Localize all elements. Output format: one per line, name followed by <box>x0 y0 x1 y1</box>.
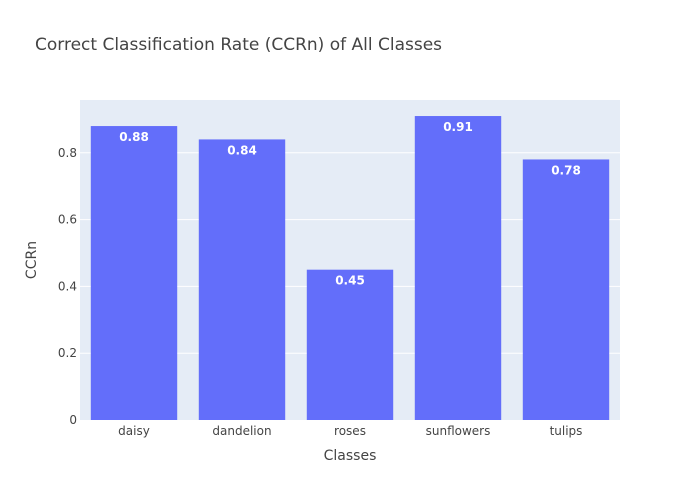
y-axis-title: CCRn <box>24 241 40 279</box>
x-tick-label-tulips: tulips <box>550 424 583 438</box>
y-axis-ticks: 0 0.2 0.4 0.6 0.8 <box>58 146 77 427</box>
y-tick-label: 0.6 <box>58 213 77 227</box>
x-tick-label-daisy: daisy <box>118 424 150 438</box>
x-axis-title: Classes <box>324 448 377 464</box>
bar-daisy[interactable] <box>90 126 178 420</box>
data-labels: 0.88 0.84 0.45 0.91 0.78 <box>119 120 581 288</box>
x-tick-label-dandelion: dandelion <box>212 424 271 438</box>
y-tick-label: 0.8 <box>58 146 77 160</box>
y-tick-label: 0.2 <box>58 346 77 360</box>
bar-dandelion[interactable] <box>198 139 286 420</box>
y-tick-label: 0.4 <box>58 279 77 293</box>
data-label-daisy: 0.88 <box>119 130 149 144</box>
data-label-dandelion: 0.84 <box>227 143 257 157</box>
bar-roses[interactable] <box>306 269 394 420</box>
y-tick-label: 0 <box>69 413 77 427</box>
bar-tulips[interactable] <box>522 159 610 420</box>
data-label-tulips: 0.78 <box>551 163 581 177</box>
data-label-sunflowers: 0.91 <box>443 120 473 134</box>
x-tick-label-sunflowers: sunflowers <box>426 424 491 438</box>
data-label-roses: 0.45 <box>335 274 365 288</box>
bar-sunflowers[interactable] <box>414 116 502 421</box>
chart-title: Correct Classification Rate (CCRn) of Al… <box>35 35 442 55</box>
x-axis-ticks: daisy dandelion roses sunflowers tulips <box>118 424 582 438</box>
bars <box>90 116 610 421</box>
x-tick-label-roses: roses <box>334 424 366 438</box>
